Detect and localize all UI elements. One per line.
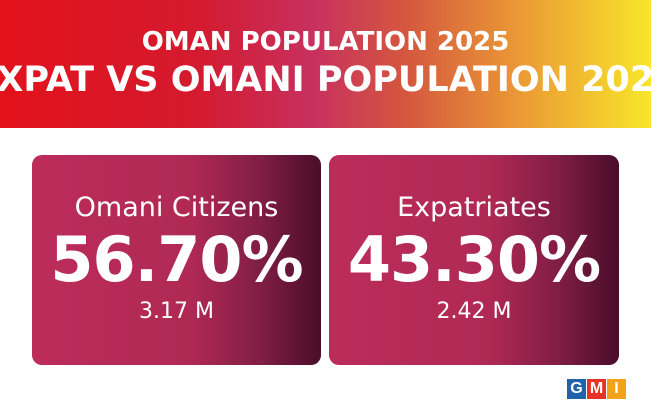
card-population-count: 2.42 M: [436, 299, 512, 324]
header-banner: OMAN POPULATION 2025 EXPAT VS OMANI POPU…: [0, 0, 651, 128]
expatriates-card: Expatriates 43.30% 2.42 M: [329, 155, 619, 365]
card-percentage: 56.70%: [50, 223, 303, 296]
logo-letter-i: I: [607, 379, 626, 399]
logo-letter-g: G: [567, 379, 586, 399]
card-population-count: 3.17 M: [139, 299, 214, 324]
gmi-logo: G M I: [567, 379, 626, 399]
card-label: Expatriates: [397, 192, 551, 223]
card-percentage: 43.30%: [347, 223, 601, 296]
card-label: Omani Citizens: [74, 192, 279, 223]
logo-letter-m: M: [587, 379, 606, 399]
page-subtitle: OMAN POPULATION 2025: [141, 27, 510, 57]
omani-citizens-card: Omani Citizens 56.70% 3.17 M: [32, 155, 321, 365]
page-title: EXPAT VS OMANI POPULATION 2025: [0, 60, 651, 100]
